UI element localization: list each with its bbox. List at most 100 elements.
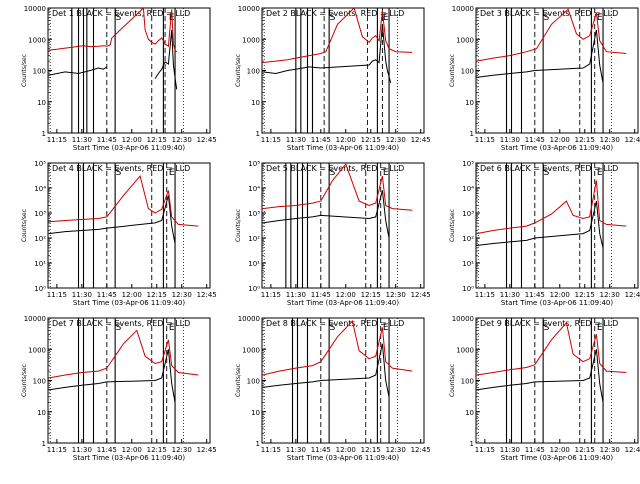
x-tick-label: 11:45 <box>97 446 117 454</box>
marker-letter: S <box>116 323 122 333</box>
x-tick-label: 11:30 <box>500 291 520 299</box>
panel-title: Det 9 BLACK = Events, RED = LLD <box>480 319 618 328</box>
x-tick-label: 12:30 <box>172 446 192 454</box>
y-tick-label: 10² <box>462 235 474 243</box>
y-axis-label: Counts/sec <box>235 209 242 242</box>
x-tick-label: 12:45 <box>411 446 431 454</box>
x-axis-label: Start Time (03-Apr-06 11:09:40) <box>287 299 399 307</box>
y-axis-label: Counts/sec <box>235 364 242 397</box>
x-tick-label: 12:45 <box>197 446 217 454</box>
y-tick-label: 100 <box>247 378 260 386</box>
x-tick-label: 12:30 <box>386 291 406 299</box>
x-tick-label: 11:15 <box>261 446 281 454</box>
x-tick-label: 11:15 <box>261 136 281 144</box>
y-axis-label: Counts/sec <box>21 209 28 242</box>
y-tick-label: 100 <box>33 68 46 76</box>
series-line-red <box>476 180 627 235</box>
y-tick-label: 10³ <box>462 210 474 218</box>
x-tick-label: 12:45 <box>625 291 640 299</box>
panel-title: Det 4 BLACK = Events, RED = LLD <box>52 164 190 173</box>
x-tick-label: 11:30 <box>72 136 92 144</box>
marker-letter: E <box>597 13 603 23</box>
y-tick-label: 1000 <box>456 36 474 44</box>
series-line-red <box>48 329 199 379</box>
panel-det-6: Det 6 BLACK = Events, RED = LLD 10⁰ 10¹ 10²… <box>449 160 640 307</box>
x-axis-label: Start Time (03-Apr-06 11:09:40) <box>501 299 613 307</box>
y-tick-label: 1 <box>42 440 46 448</box>
x-tick-label: 12:15 <box>361 291 381 299</box>
x-axis-label: Start Time (03-Apr-06 11:09:40) <box>501 454 613 462</box>
series-line-red <box>262 7 413 63</box>
y-axis-label: Counts/sec <box>21 54 28 87</box>
y-tick-label: 10⁰ <box>462 285 474 293</box>
x-axis-label: Start Time (03-Apr-06 11:09:40) <box>501 144 613 152</box>
x-tick-label: 12:45 <box>197 291 217 299</box>
panel-title: Det 3 BLACK = Events, RED = LLD <box>480 9 618 18</box>
x-axis-label: Start Time (03-Apr-06 11:09:40) <box>287 144 399 152</box>
y-tick-label: 10 <box>251 99 260 107</box>
marker-letter: S <box>330 13 336 23</box>
plot-frame <box>475 162 639 289</box>
y-tick-label: 1 <box>470 440 474 448</box>
y-tick-label: 1 <box>470 130 474 138</box>
y-tick-label: 100 <box>247 68 260 76</box>
x-tick-label: 11:45 <box>525 446 545 454</box>
panel-title: Det 7 BLACK = Events, RED = LLD <box>52 319 190 328</box>
y-tick-label: 1000 <box>456 346 474 354</box>
plot-frame <box>261 317 425 444</box>
panel-det-7: Det 7 BLACK = Events, RED = LLD 1 10 100 100… <box>21 315 217 462</box>
series-line-red <box>48 6 178 53</box>
x-tick-label: 11:30 <box>286 446 306 454</box>
y-tick-label: 10 <box>37 409 46 417</box>
x-tick-label: 12:15 <box>361 136 381 144</box>
marker-letter: E <box>169 323 175 333</box>
y-tick-label: 10³ <box>34 210 46 218</box>
x-tick-label: 12:15 <box>361 446 381 454</box>
x-tick-label: 11:15 <box>47 291 67 299</box>
x-tick-label: 12:15 <box>147 446 167 454</box>
x-tick-label: 12:45 <box>411 136 431 144</box>
x-tick-label: 12:30 <box>600 136 620 144</box>
y-tick-label: 10⁰ <box>248 285 260 293</box>
x-axis-label: Start Time (03-Apr-06 11:09:40) <box>73 144 185 152</box>
marker-letter: E <box>597 323 603 333</box>
series-line-black <box>48 195 176 244</box>
y-tick-label: 10¹ <box>462 260 474 268</box>
x-tick-label: 12:15 <box>147 291 167 299</box>
x-tick-label: 12:30 <box>386 446 406 454</box>
panel-det-9: Det 9 BLACK = Events, RED = LLD 1 10 100 100… <box>449 315 640 462</box>
y-tick-label: 10³ <box>248 210 260 218</box>
y-tick-label: 10⁵ <box>462 160 474 168</box>
series-line-black <box>154 29 178 90</box>
y-tick-label: 1000 <box>28 346 46 354</box>
x-tick-label: 12:15 <box>575 291 595 299</box>
x-tick-label: 12:15 <box>147 136 167 144</box>
panel-title: Det 5 BLACK = Events, RED = LLD <box>266 164 404 173</box>
y-tick-label: 10² <box>248 235 260 243</box>
marker-letter: S <box>116 168 122 178</box>
marker-letter: S <box>544 13 550 23</box>
x-tick-label: 12:00 <box>122 446 142 454</box>
y-tick-label: 100 <box>461 68 474 76</box>
x-tick-label: 11:30 <box>500 136 520 144</box>
y-tick-label: 10 <box>465 99 474 107</box>
panel-det-3: Det 3 BLACK = Events, RED = LLD 1 10 100 100… <box>449 5 640 152</box>
x-tick-label: 12:00 <box>550 136 570 144</box>
x-tick-label: 12:15 <box>575 136 595 144</box>
panel-det-2: Det 2 BLACK = Events, RED = LLD 1 10 100 100… <box>235 5 431 152</box>
plot-frame <box>475 7 639 134</box>
y-tick-label: 10⁰ <box>34 285 46 293</box>
x-tick-label: 12:00 <box>336 136 356 144</box>
series-line-black <box>476 29 604 83</box>
y-tick-label: 10⁴ <box>462 185 474 193</box>
marker-letter: E <box>383 13 389 23</box>
x-tick-label: 11:15 <box>475 446 495 454</box>
x-tick-label: 12:45 <box>625 136 640 144</box>
y-tick-label: 10⁴ <box>34 185 46 193</box>
x-tick-label: 12:00 <box>336 291 356 299</box>
y-tick-label: 10 <box>251 409 260 417</box>
panel-title: Det 6 BLACK = Events, RED = LLD <box>480 164 618 173</box>
y-tick-label: 10000 <box>238 315 260 323</box>
y-axis-label: Counts/sec <box>21 364 28 397</box>
